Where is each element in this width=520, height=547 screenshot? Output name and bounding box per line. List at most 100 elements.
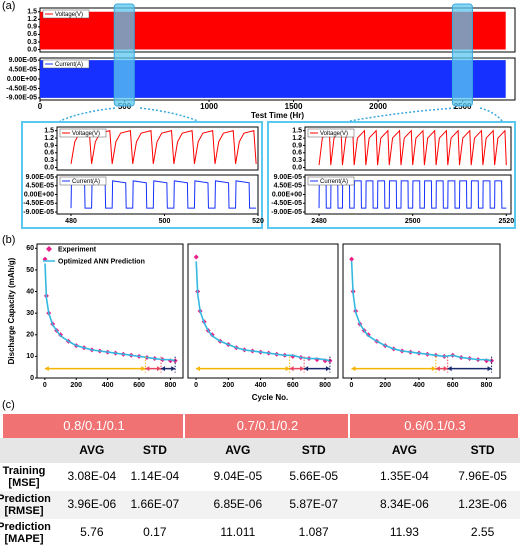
- x-tick-label: 600: [287, 382, 299, 389]
- panel-label: (a): [2, 0, 15, 12]
- y-tick-label: 0.3: [292, 157, 302, 164]
- group-header: 0.8/0.1/0.1: [63, 418, 124, 433]
- column-header: AVG: [392, 443, 417, 457]
- y-tick-label: 10: [26, 353, 34, 360]
- y-tick-label: 0.0: [27, 46, 37, 53]
- legend-label: Current(A): [320, 179, 348, 185]
- y-tick-label: 0.9: [44, 142, 54, 149]
- x-tick-label: 2480: [311, 218, 327, 225]
- group-header-cell: [350, 414, 518, 438]
- y-tick-label: 0.0: [292, 164, 302, 171]
- y-tick-label: 40: [26, 288, 34, 295]
- x-tick-label: 2000: [369, 102, 387, 111]
- y-tick-label: 60: [26, 245, 34, 252]
- legend-box: [307, 128, 355, 138]
- y-tick-label: -4.50E-05: [6, 85, 37, 92]
- range-arrowhead: [171, 366, 176, 372]
- y-tick-label: 1.5: [27, 9, 37, 16]
- x-tick-label: 0: [194, 382, 198, 389]
- x-tick-label: 400: [255, 382, 267, 389]
- y-tick-label: 0.00E+00: [7, 76, 37, 83]
- table-cell: 9.04E-05: [213, 469, 262, 483]
- table-cell: 3.96E-06: [67, 497, 116, 511]
- y-tick-label: 1.5: [44, 128, 54, 135]
- y-tick-label: 0.9: [292, 142, 302, 149]
- table-cell: 5.66E-05: [289, 469, 338, 483]
- y-tick-label: 0.00E+00: [24, 191, 54, 198]
- legend-label: Voltage(V): [72, 131, 100, 137]
- signal-band: [40, 11, 506, 50]
- table-cell: 2.55: [471, 525, 495, 539]
- y-tick-label: -9.00E-05: [23, 209, 54, 216]
- row-label: [MSE]: [8, 477, 40, 489]
- zoom-connector: [479, 107, 503, 122]
- y-tick-label: 1.5: [292, 128, 302, 135]
- x-tick-label: 500: [159, 218, 171, 225]
- range-arrowhead: [351, 366, 356, 372]
- x-tick-label: 200: [222, 382, 234, 389]
- legend-box: [307, 176, 355, 186]
- legend-box: [42, 9, 90, 19]
- group-header-cell: [185, 414, 348, 438]
- table-row: [0, 491, 520, 519]
- y-tick-label: 4.50E-05: [274, 183, 303, 190]
- panel-label: (b): [2, 234, 15, 246]
- data-line: [195, 261, 331, 362]
- range-arrowhead: [141, 366, 146, 372]
- data-point: [349, 256, 355, 262]
- data-line: [318, 180, 507, 209]
- table-cell: 11.011: [220, 525, 255, 539]
- plot-frame: [36, 243, 184, 379]
- range-arrowhead: [196, 366, 201, 372]
- x-tick-label: 400: [102, 382, 114, 389]
- row-label: Training: [3, 465, 46, 477]
- table-cell: 8.34E-06: [380, 497, 429, 511]
- column-header: STD: [302, 443, 326, 457]
- legend-label: Optimized ANN Prediction: [58, 258, 145, 265]
- range-arrowhead: [447, 366, 452, 372]
- y-tick-label: 0.00E+00: [272, 191, 302, 198]
- legend-label: Experiment: [58, 246, 97, 253]
- table-cell: 1.14E-04: [131, 469, 180, 483]
- range-arrowhead: [289, 366, 294, 372]
- y-tick-label: 30: [26, 310, 34, 317]
- data-line: [350, 261, 492, 362]
- y-tick-label: 0.6: [292, 150, 302, 157]
- group-header-cell: [3, 414, 183, 438]
- x-axis-title: Cycle No.: [252, 393, 288, 402]
- y-tick-label: -9.00E-05: [271, 209, 302, 216]
- zoom-connector: [59, 107, 116, 122]
- range-arrowhead: [145, 366, 150, 372]
- table-cell: 1.23E-06: [458, 497, 507, 511]
- y-tick-label: -4.50E-05: [271, 200, 302, 207]
- subheader-row: [0, 438, 520, 463]
- legend-label: Current(A): [72, 179, 100, 185]
- y-tick-label: 0: [30, 375, 34, 382]
- table-cell: 1.66E-07: [131, 497, 180, 511]
- x-tick-label: 2500: [405, 218, 421, 225]
- y-tick-label: 1.2: [44, 135, 54, 142]
- range-arrowhead: [304, 366, 309, 372]
- range-arrowhead: [487, 366, 492, 372]
- legend-label: Voltage(V): [320, 131, 348, 137]
- table-cell: 0.17: [143, 525, 167, 539]
- x-tick-label: 600: [133, 382, 145, 389]
- x-tick-label: 1000: [200, 102, 218, 111]
- y-axis-title: Discharge Capacity (mAh/g): [7, 257, 16, 364]
- x-tick-label: 500: [118, 102, 132, 111]
- x-tick-label: 520: [252, 218, 264, 225]
- y-tick-label: 0.3: [27, 39, 37, 46]
- range-arrowhead: [435, 366, 440, 372]
- legend-box: [42, 59, 90, 69]
- legend-label: Current(A): [55, 62, 83, 68]
- row-label: Prediction: [0, 521, 51, 533]
- zoom-highlight: [451, 3, 473, 107]
- table-cell: 3.08E-04: [67, 469, 116, 483]
- y-tick-label: 1.2: [27, 16, 37, 23]
- data-point: [193, 254, 199, 260]
- legend-box: [59, 176, 107, 186]
- table-cell: 11.93: [390, 525, 419, 539]
- range-arrowhead: [157, 366, 162, 372]
- x-tick-label: 2500: [454, 102, 472, 111]
